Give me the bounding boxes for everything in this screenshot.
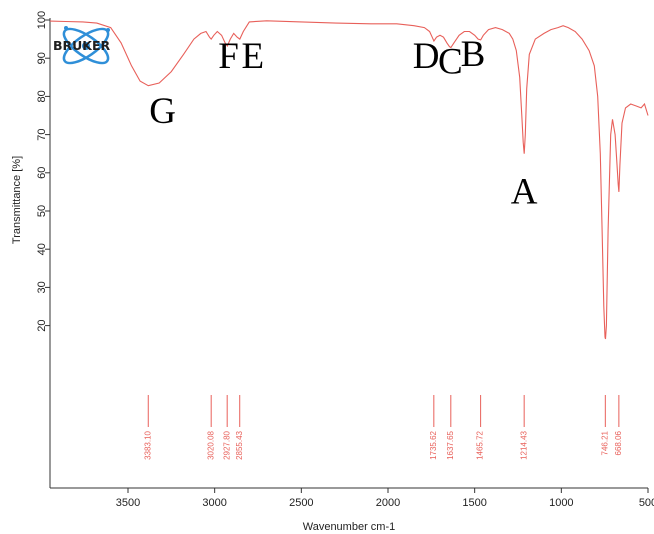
peak-label: 2855.43 [235, 430, 244, 459]
y-tick-label: 40 [36, 243, 48, 255]
peak-label: 1735.62 [429, 430, 438, 459]
peak-label: 668.06 [614, 430, 623, 455]
x-tick-label: 1000 [549, 497, 573, 509]
y-tick-label: 80 [36, 90, 48, 102]
logo-text: BRUKER [53, 38, 111, 53]
band-letter-e: E [241, 36, 264, 77]
band-letter-f: F [218, 36, 239, 77]
peak-markers: 3383.10 3020.08 2927.80 2855.43 1735.62 1637.… [143, 395, 623, 460]
transmittance-line [49, 20, 649, 340]
bruker-logo: BRUKER [53, 26, 111, 65]
band-letter-a: A [511, 171, 538, 212]
x-tick-label: 500 [639, 497, 654, 509]
y-axis-label: Transmittance [%] [11, 156, 23, 244]
y-axis-ticks: 20 30 40 50 60 70 80 90 100 [36, 11, 50, 332]
peak-label: 1465.72 [476, 430, 485, 459]
peak-label: 1214.43 [519, 430, 528, 459]
y-tick-label: 30 [36, 281, 48, 293]
band-letter-c: C [438, 41, 463, 82]
y-tick-label: 70 [36, 128, 48, 140]
atom-icon [62, 26, 110, 65]
band-letter-b: B [461, 34, 486, 75]
band-letter-d: D [413, 36, 440, 77]
axes [49, 18, 648, 489]
y-tick-label: 100 [36, 11, 48, 29]
x-tick-label: 3500 [116, 497, 140, 509]
peak-label: 746.21 [600, 430, 609, 455]
band-annotations: G F E DCB A [149, 34, 537, 213]
x-axis-label: Wavenumber cm-1 [303, 521, 396, 533]
x-axis-ticks: 3500 3000 2500 2000 1500 1000 500 [116, 488, 654, 509]
y-tick-label: 50 [36, 205, 48, 217]
x-tick-label: 2000 [376, 497, 400, 509]
peak-label: 3383.10 [143, 430, 152, 459]
peak-label: 3020.08 [206, 430, 215, 459]
y-tick-label: 20 [36, 319, 48, 331]
peak-label: 1637.65 [446, 430, 455, 459]
y-tick-label: 60 [36, 167, 48, 179]
x-tick-label: 1500 [462, 497, 486, 509]
band-letter-g: G [149, 91, 176, 132]
peak-label: 2927.80 [222, 430, 231, 459]
x-tick-label: 2500 [289, 497, 313, 509]
x-tick-label: 3000 [202, 497, 226, 509]
y-tick-label: 90 [36, 52, 48, 64]
